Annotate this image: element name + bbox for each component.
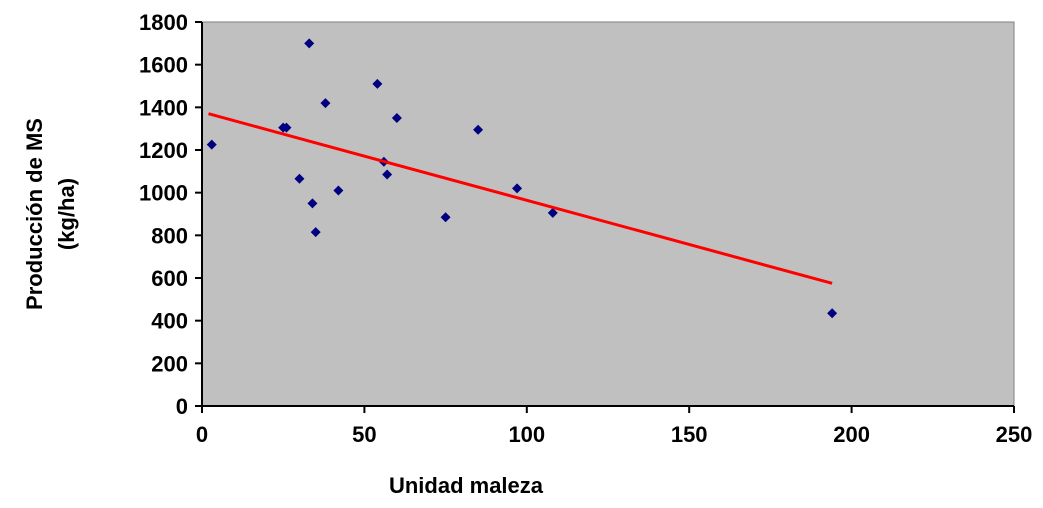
data-point xyxy=(512,183,523,194)
x-axis-title: Unidad maleza xyxy=(389,473,544,498)
y-axis-ticks: 0 200 400 600 800 1000 1200 1400 1600 1800 xyxy=(139,10,202,419)
y-tick-label: 1800 xyxy=(139,10,188,35)
y-tick-label: 200 xyxy=(151,351,188,376)
data-point xyxy=(206,139,217,150)
x-tick-label: 0 xyxy=(196,422,208,447)
x-tick-label: 250 xyxy=(996,422,1033,447)
trendline xyxy=(208,112,833,285)
y-axis-title-line-1: Producción de MS xyxy=(22,118,47,310)
data-point xyxy=(320,98,331,109)
y-tick-label: 400 xyxy=(151,309,188,334)
y-tick-label: 0 xyxy=(176,394,188,419)
data-point xyxy=(827,308,838,319)
data-point xyxy=(307,198,318,209)
y-tick-label: 600 xyxy=(151,266,188,291)
x-tick-label: 50 xyxy=(352,422,376,447)
data-point xyxy=(391,113,402,123)
data-point xyxy=(473,124,484,135)
y-tick-label: 1000 xyxy=(139,181,188,206)
data-point xyxy=(281,122,292,133)
x-tick-label: 150 xyxy=(671,422,708,447)
y-axis-title-line-2: (kg/ha) xyxy=(54,178,79,250)
data-point xyxy=(440,212,451,223)
data-point xyxy=(310,227,321,238)
data-point xyxy=(547,207,558,218)
y-tick-label: 1600 xyxy=(139,53,188,78)
data-point xyxy=(372,78,383,89)
data-point xyxy=(294,173,305,184)
x-axis-ticks: 0 50 100 150 200 250 xyxy=(196,406,1032,447)
x-tick-label: 200 xyxy=(833,422,870,447)
data-point xyxy=(304,38,315,49)
x-tick-label: 100 xyxy=(508,422,545,447)
y-tick-label: 1400 xyxy=(139,95,188,120)
plot-area xyxy=(201,21,1015,407)
data-point xyxy=(382,169,393,180)
data-point xyxy=(333,185,344,196)
y-axis-title: Producción de MS (kg/ha) xyxy=(22,118,79,310)
y-tick-label: 1200 xyxy=(139,138,188,163)
data-points xyxy=(206,38,838,319)
y-tick-label: 800 xyxy=(151,223,188,248)
